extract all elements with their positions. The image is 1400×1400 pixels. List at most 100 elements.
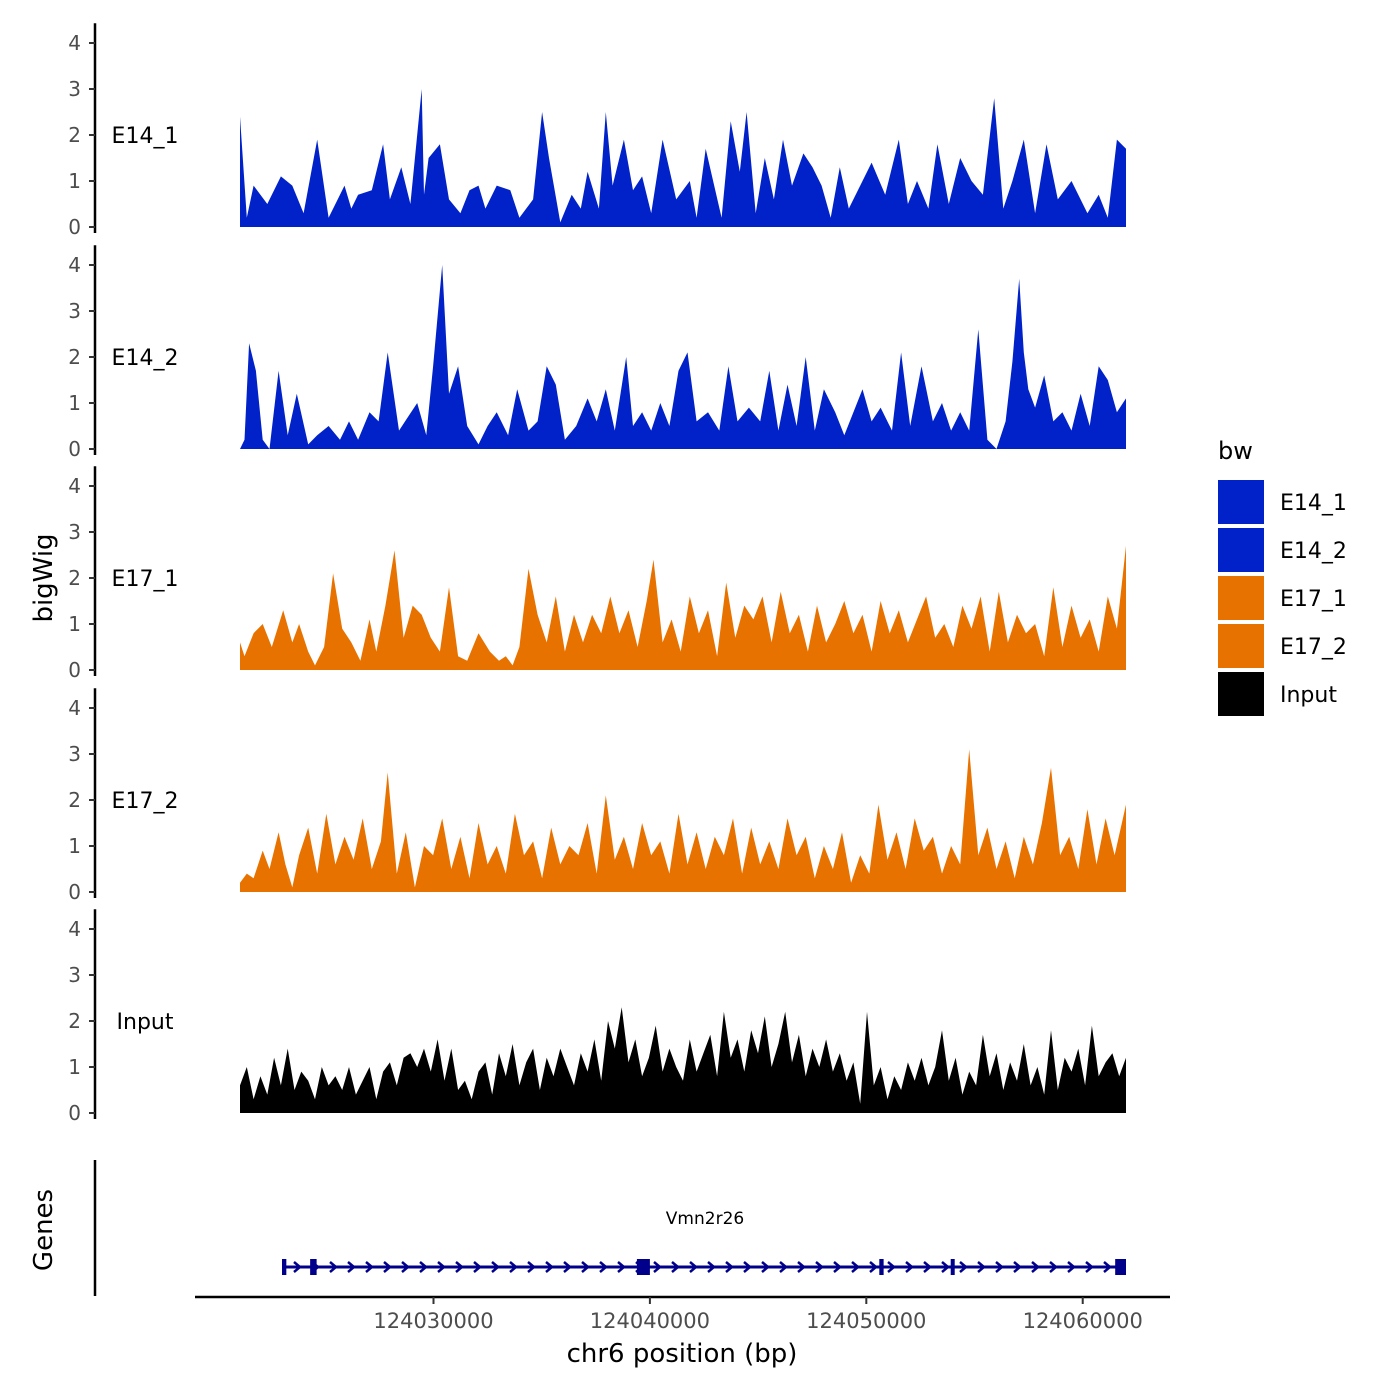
strand-arrow [1031, 1261, 1040, 1273]
strand-arrow [491, 1261, 500, 1273]
track-e14_2: 0 1 2 3 4 E14_2 [68, 245, 1126, 461]
legend-swatch-input [1218, 672, 1264, 716]
track-label: E17_2 [112, 789, 179, 814]
series-area-e14_2 [240, 265, 1126, 449]
y-tick-label: 0 [68, 880, 81, 904]
y-tick-label: 3 [68, 77, 81, 101]
legend-label: E14_2 [1280, 539, 1347, 564]
strand-arrow [599, 1261, 608, 1273]
y-axis-title: bigWig [29, 533, 59, 622]
x-axis-title: chr6 position (bp) [567, 1339, 798, 1369]
strand-arrow [923, 1261, 932, 1273]
series-area-e17_2 [240, 749, 1126, 892]
track-label: E14_1 [112, 124, 179, 149]
exon-block [282, 1259, 287, 1275]
x-tick-label: 124030000 [373, 1309, 493, 1333]
y-tick-label: 3 [68, 299, 81, 323]
strand-arrow [437, 1261, 446, 1273]
y-tick-label: 0 [68, 437, 81, 461]
strand-arrow [473, 1261, 482, 1273]
gene-label: Vmn2r26 [666, 1209, 744, 1229]
legend-label: Input [1280, 683, 1337, 708]
strand-arrow [959, 1261, 968, 1273]
strand-arrow [833, 1261, 842, 1273]
track-e17_2: 0 1 2 3 4 E17_2 [68, 688, 1126, 904]
x-tick-label: 124060000 [1023, 1309, 1143, 1333]
strand-arrow [1085, 1261, 1094, 1273]
y-tick-label: 2 [68, 123, 81, 147]
strand-arrow [977, 1261, 986, 1273]
strand-arrow [1013, 1261, 1022, 1273]
strand-arrow [1049, 1261, 1058, 1273]
y-tick-label: 0 [68, 658, 81, 682]
genes-track: Vmn2r26 [93, 1160, 1126, 1296]
y-tick-label: 2 [68, 788, 81, 812]
strand-arrow [689, 1261, 698, 1273]
track-label: E14_2 [112, 346, 179, 371]
strand-arrow [887, 1261, 896, 1273]
strand-arrow [563, 1261, 572, 1273]
y-tick-label: 1 [68, 169, 81, 193]
y-tick-label: 4 [68, 253, 81, 277]
strand-arrow [707, 1261, 716, 1273]
y-tick-label: 1 [68, 1055, 81, 1079]
y-tick-label: 2 [68, 566, 81, 590]
y-tick-label: 1 [68, 612, 81, 636]
x-axis: 124030000 124040000 124050000 124060000 [195, 1295, 1170, 1333]
y-tick-label: 4 [68, 696, 81, 720]
exon-block [950, 1259, 955, 1275]
y-tick-label: 2 [68, 1009, 81, 1033]
strand-arrow [401, 1261, 410, 1273]
strand-arrow [419, 1261, 428, 1273]
series-area-e14_1 [240, 89, 1126, 227]
exon-block [636, 1259, 650, 1275]
y-tick-label: 1 [68, 834, 81, 858]
legend-swatch-e17_1 [1218, 576, 1264, 620]
genes-axis-title: Genes [29, 1189, 59, 1271]
y-tick-label: 3 [68, 742, 81, 766]
strand-arrow [329, 1261, 338, 1273]
y-tick-label: 3 [68, 520, 81, 544]
legend-label: E17_1 [1280, 587, 1347, 612]
y-tick-label: 1 [68, 391, 81, 415]
strand-arrow [581, 1261, 590, 1273]
strand-arrow [869, 1261, 878, 1273]
y-tick-label: 4 [68, 917, 81, 941]
y-tick-label: 0 [68, 215, 81, 239]
legend-label: E17_2 [1280, 635, 1347, 660]
strand-arrow [365, 1261, 374, 1273]
strand-arrow [905, 1261, 914, 1273]
strand-arrow [779, 1261, 788, 1273]
track-e17_1: 0 1 2 3 4 E17_1 [68, 466, 1126, 682]
x-tick-label: 124040000 [590, 1309, 710, 1333]
strand-arrow [995, 1261, 1004, 1273]
strand-arrow [1103, 1261, 1112, 1273]
exon-block [310, 1259, 317, 1275]
legend-title: bw [1218, 437, 1253, 465]
x-tick-label: 124050000 [806, 1309, 926, 1333]
strand-arrow [761, 1261, 770, 1273]
strand-arrow [293, 1261, 302, 1273]
strand-arrow [347, 1261, 356, 1273]
legend-swatch-e14_1 [1218, 480, 1264, 524]
strand-arrow [725, 1261, 734, 1273]
exon-block [879, 1259, 884, 1275]
strand-arrow [743, 1261, 752, 1273]
strand-arrow [851, 1261, 860, 1273]
legend-swatch-e17_2 [1218, 624, 1264, 668]
track-input: 0 1 2 3 4 Input [68, 909, 1126, 1125]
strand-arrow [797, 1261, 806, 1273]
y-tick-label: 3 [68, 963, 81, 987]
track-e14_1: 0 1 2 3 4 E14_1 [68, 23, 1126, 239]
strand-arrow [1067, 1261, 1076, 1273]
y-tick-label: 2 [68, 345, 81, 369]
legend-swatch-e14_2 [1218, 528, 1264, 572]
y-tick-label: 4 [68, 31, 81, 55]
strand-arrow [527, 1261, 536, 1273]
series-area-input [240, 1007, 1126, 1113]
strand-arrow [455, 1261, 464, 1273]
strand-arrow [671, 1261, 680, 1273]
track-label: E17_1 [112, 567, 179, 592]
legend-label: E14_1 [1280, 491, 1347, 516]
